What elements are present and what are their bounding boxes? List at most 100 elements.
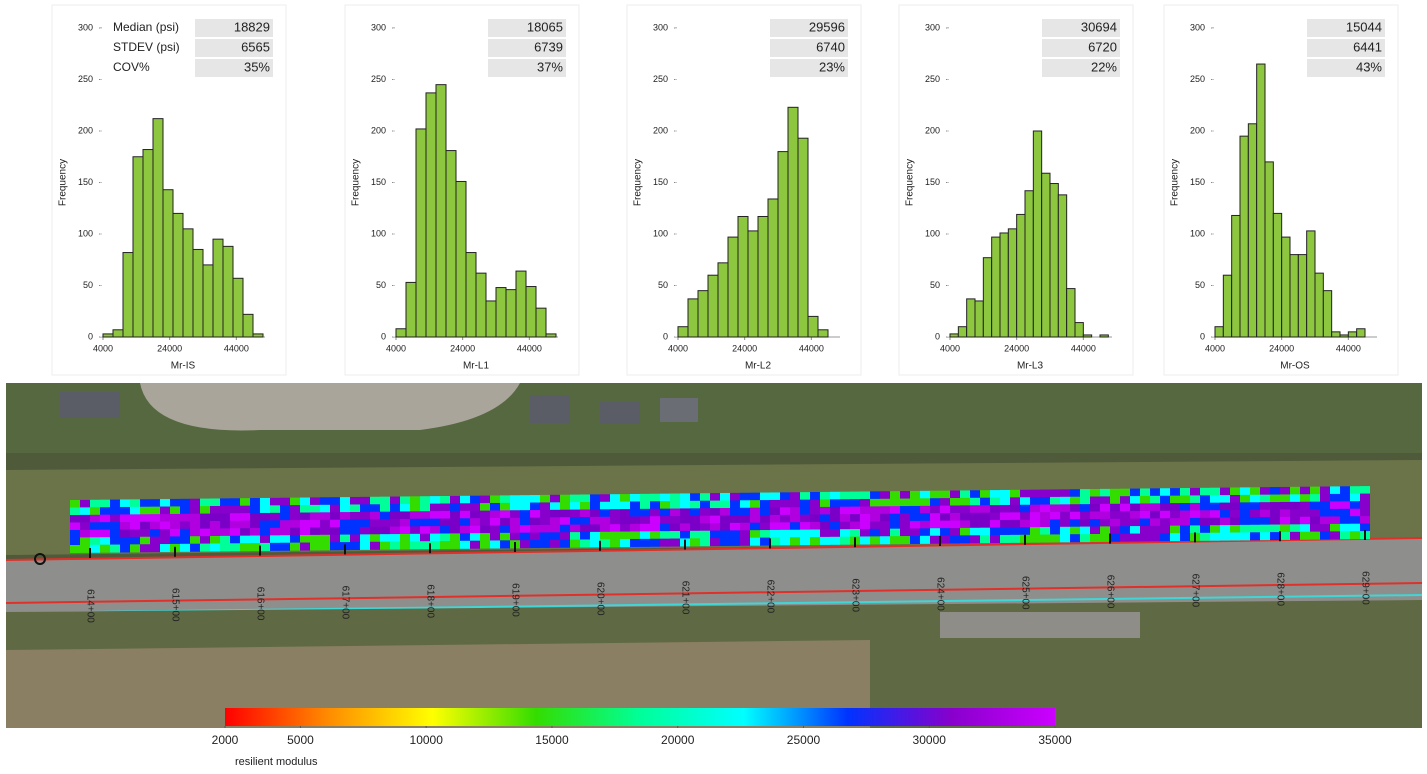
heatmap-cell (720, 523, 730, 531)
heatmap-cell (370, 519, 380, 527)
heatmap-cell (730, 538, 740, 546)
heatmap-cell (1120, 519, 1130, 527)
stat-value: 30694 (1081, 19, 1117, 34)
heatmap-cell (610, 539, 620, 547)
heatmap-cell (1080, 512, 1090, 520)
heatmap-cell (1180, 533, 1190, 541)
heatmap-cell (810, 515, 820, 523)
heatmap-cell (900, 491, 910, 499)
heatmap-cell (980, 490, 990, 498)
station-label: 628+00 (1274, 572, 1285, 606)
heatmap-cell (130, 544, 140, 552)
heatmap-cell (1280, 517, 1290, 525)
bar (173, 213, 183, 337)
heatmap-cell (320, 505, 330, 513)
heatmap-cell (940, 498, 950, 506)
heatmap-cell (470, 526, 480, 534)
heatmap-cell (1030, 497, 1040, 505)
bar (536, 308, 546, 337)
heatmap-cell (160, 522, 170, 530)
heatmap-cell (870, 521, 880, 529)
heatmap-cell (590, 532, 600, 540)
heatmap-cell (870, 491, 880, 499)
heatmap-cell (1270, 487, 1280, 495)
heatmap-cell (1360, 494, 1370, 502)
heatmap-cell (720, 515, 730, 523)
x-tick-label: 44000 (1336, 343, 1361, 353)
heatmap-cell (150, 514, 160, 522)
heatmap-cell (610, 524, 620, 532)
heatmap-cell (1200, 518, 1210, 526)
heatmap-cell (520, 525, 530, 533)
bar (446, 151, 456, 337)
heatmap-cell (190, 514, 200, 522)
heatmap-cell (150, 522, 160, 530)
heatmap-cell (730, 523, 740, 531)
y-tick-label: 50 (658, 280, 668, 290)
heatmap-cell (470, 541, 480, 549)
heatmap-cell (350, 512, 360, 520)
heatmap-cell (1270, 495, 1280, 503)
bar (1017, 214, 1025, 337)
heatmap-cell (110, 545, 120, 553)
y-tick-label: 250 (653, 74, 668, 84)
heatmap-cell (260, 535, 270, 543)
heatmap-cell (1200, 533, 1210, 541)
heatmap-cell (350, 497, 360, 505)
heatmap-cell (770, 500, 780, 508)
heatmap-cell (880, 536, 890, 544)
heatmap-cell (930, 513, 940, 521)
heatmap-cell (870, 506, 880, 514)
heatmap-cell (660, 516, 670, 524)
heatmap-cell (690, 508, 700, 516)
heatmap-cell (680, 523, 690, 531)
heatmap-cell (600, 524, 610, 532)
heatmap-cell (780, 507, 790, 515)
heatmap-cell (1080, 489, 1090, 497)
heatmap-cell (600, 509, 610, 517)
heatmap-cell (1160, 503, 1170, 511)
heatmap-cell (630, 494, 640, 502)
heatmap-cell (210, 536, 220, 544)
heatmap-cell (550, 510, 560, 518)
x-axis-label: Mr-IS (171, 361, 196, 372)
heatmap-cell (570, 532, 580, 540)
heatmap-cell (360, 527, 370, 535)
heatmap-cell (670, 531, 680, 539)
heatmap-cell (750, 530, 760, 538)
heatmap-cell (410, 541, 420, 549)
heatmap-cell (760, 538, 770, 546)
heatmap-cell (910, 521, 920, 529)
heatmap-cell (1330, 501, 1340, 509)
heatmap-cell (1330, 486, 1340, 494)
heatmap-cell (810, 530, 820, 538)
heatmap-cell (990, 528, 1000, 536)
heatmap-cell (970, 505, 980, 513)
stat-value: 37% (537, 59, 563, 74)
heatmap-cell (500, 495, 510, 503)
heatmap-cell (440, 504, 450, 512)
y-tick-label: 250 (1190, 74, 1205, 84)
heatmap-cell (920, 528, 930, 536)
heatmap-cell (650, 524, 660, 532)
heatmap-cell (1040, 497, 1050, 505)
heatmap-cell (1260, 510, 1270, 518)
heatmap-cell (1360, 501, 1370, 509)
heatmap-cell (1120, 504, 1130, 512)
heatmap-cell (330, 535, 340, 543)
heatmap-cell (930, 498, 940, 506)
heatmap-cell (420, 511, 430, 519)
heatmap-cell (470, 533, 480, 541)
heatmap-cell (80, 537, 90, 545)
heatmap-cell (1110, 519, 1120, 527)
heatmap-cell (530, 525, 540, 533)
heatmap-cell (820, 492, 830, 500)
heatmap-cell (660, 494, 670, 502)
heatmap-cell (850, 507, 860, 515)
heatmap-cell (1210, 525, 1220, 533)
bar (496, 288, 506, 337)
heatmap-cell (260, 498, 270, 506)
heatmap-cell (460, 518, 470, 526)
heatmap-cell (320, 497, 330, 505)
heatmap-cell (1320, 517, 1330, 525)
